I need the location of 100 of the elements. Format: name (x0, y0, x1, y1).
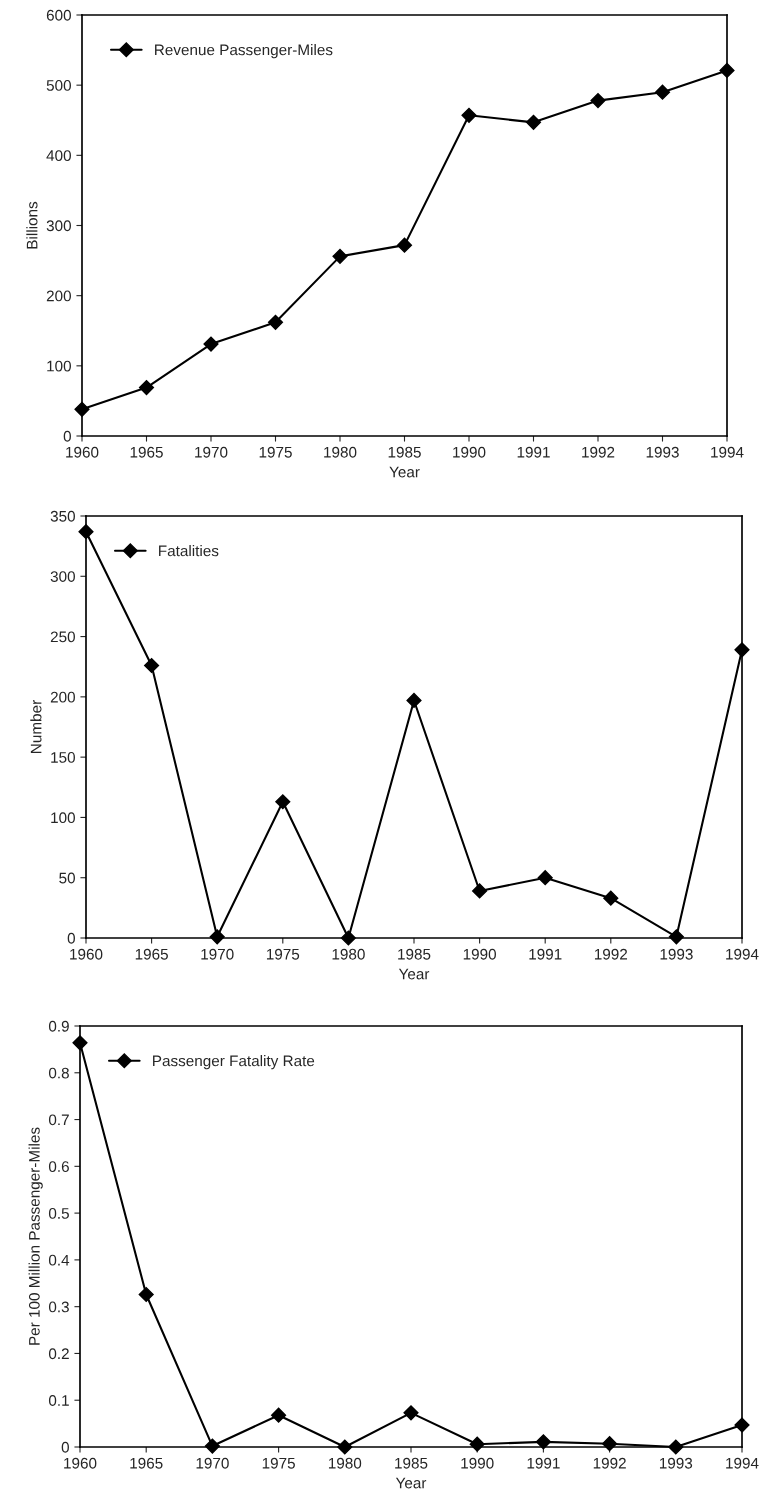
y-tick-label: 0.7 (48, 1114, 69, 1126)
point (719, 62, 735, 79)
y-tick-label: 500 (46, 80, 71, 91)
x-tick-label: 1985 (388, 446, 421, 458)
y-axis-title: Billions (26, 201, 38, 249)
y-axis-title: Per 100 Million Passenger-Miles (28, 1127, 43, 1345)
legend-label: Fatalities (159, 545, 219, 557)
y-tick-label: 300 (46, 220, 71, 232)
point (271, 1407, 287, 1423)
x-tick-label: 1970 (195, 446, 228, 458)
x-tick-label: 1994 (726, 1457, 759, 1469)
y-tick-label: 0.2 (48, 1348, 69, 1360)
x-tick-label: 1965 (135, 948, 168, 960)
x-tick-label: 1975 (262, 1457, 295, 1469)
point (74, 401, 90, 417)
point (396, 237, 413, 253)
y-tick-label: 150 (51, 752, 75, 763)
y-axis-title: Number (30, 700, 42, 753)
point (461, 107, 477, 123)
y-tick-label: 400 (46, 150, 71, 162)
point (332, 248, 348, 264)
x-axis-title: Year (389, 466, 420, 478)
x-tick-label: 1990 (461, 1457, 494, 1469)
point (654, 84, 671, 100)
point (537, 870, 553, 886)
x-tick-label: 1992 (594, 948, 628, 960)
point (734, 642, 750, 658)
y-tick-label: 100 (47, 360, 71, 372)
point (78, 524, 94, 540)
point (525, 114, 542, 130)
point (275, 794, 291, 810)
x-tick-label: 1965 (130, 446, 163, 458)
x-tick-label: 1960 (64, 1457, 97, 1469)
x-tick-label: 1993 (660, 948, 693, 960)
x-axis-title: Year (398, 968, 430, 980)
x-tick-label: 1990 (453, 446, 486, 458)
x-tick-label: 1991 (529, 948, 562, 960)
point (406, 692, 422, 709)
point (668, 929, 684, 945)
x-tick-label: 1993 (646, 446, 679, 458)
point (340, 930, 356, 946)
y-tick-label: 600 (46, 9, 71, 21)
x-tick-label: 1970 (196, 1457, 229, 1469)
x-tick-label: 1960 (66, 446, 99, 458)
y-tick-label: 0.5 (48, 1207, 69, 1219)
x-tick-label: 1985 (398, 948, 431, 960)
y-tick-label: 0.6 (48, 1161, 69, 1173)
y-tick-label: 0 (63, 430, 71, 442)
y-tick-label: 0.3 (48, 1301, 69, 1313)
point (403, 1405, 419, 1421)
x-tick-label: 1970 (201, 948, 234, 960)
x-tick-label: 1992 (593, 1457, 626, 1469)
legend-label: Passenger Fatality Rate (153, 1055, 315, 1070)
x-tick-label: 1994 (726, 948, 759, 960)
point (138, 1286, 154, 1303)
point (535, 1434, 551, 1450)
x-tick-label: 1993 (659, 1457, 693, 1469)
x-tick-label: 1990 (463, 948, 496, 960)
legend-label: Revenue Passenger-Miles (155, 44, 333, 59)
point (469, 1436, 485, 1452)
y-tick-label: 350 (50, 510, 75, 522)
point (138, 380, 155, 396)
point (209, 929, 225, 945)
y-tick-label: 100 (51, 812, 75, 824)
x-tick-label: 1960 (70, 948, 103, 960)
point (203, 336, 219, 352)
x-tick-label: 1980 (332, 948, 365, 960)
x-tick-label: 1980 (324, 446, 357, 458)
y-tick-label: 0 (61, 1441, 69, 1453)
x-tick-label: 1965 (130, 1457, 163, 1469)
x-tick-label: 1992 (582, 446, 615, 458)
x-tick-label: 1985 (395, 1457, 428, 1469)
y-tick-label: 0.9 (48, 1020, 69, 1032)
point (668, 1439, 684, 1455)
point (472, 883, 488, 899)
y-tick-label: 0.1 (48, 1395, 69, 1406)
y-tick-label: 250 (50, 631, 75, 643)
point (337, 1439, 353, 1455)
y-tick-label: 0.4 (48, 1254, 70, 1266)
x-tick-label: 1975 (259, 446, 292, 458)
point (590, 93, 606, 109)
x-axis-title: Year (395, 1477, 427, 1489)
y-tick-label: 300 (50, 571, 75, 582)
point (603, 890, 619, 906)
point (267, 314, 284, 330)
y-tick-label: 200 (46, 290, 71, 302)
point (72, 1035, 88, 1051)
x-tick-label: 1975 (266, 948, 300, 960)
point (602, 1436, 618, 1452)
point (144, 657, 160, 674)
y-tick-label: 50 (59, 872, 75, 884)
x-tick-label: 1980 (328, 1457, 362, 1469)
x-tick-label: 1994 (711, 446, 744, 458)
y-tick-label: 200 (50, 691, 75, 703)
x-tick-label: 1991 (517, 446, 550, 458)
point (204, 1438, 220, 1454)
x-tick-label: 1991 (527, 1457, 560, 1469)
y-tick-label: 0.8 (48, 1067, 69, 1079)
y-tick-label: 0 (67, 932, 75, 944)
point (734, 1417, 750, 1433)
